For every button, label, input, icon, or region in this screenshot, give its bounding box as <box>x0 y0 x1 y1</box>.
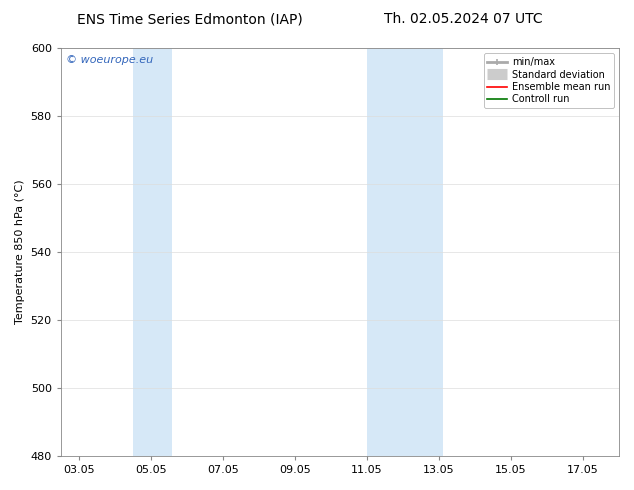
Y-axis label: Temperature 850 hPa (°C): Temperature 850 hPa (°C) <box>15 180 25 324</box>
Text: © woeurope.eu: © woeurope.eu <box>67 54 153 65</box>
Text: Th. 02.05.2024 07 UTC: Th. 02.05.2024 07 UTC <box>384 12 542 26</box>
Legend: min/max, Standard deviation, Ensemble mean run, Controll run: min/max, Standard deviation, Ensemble me… <box>484 53 614 108</box>
Bar <box>133 49 172 456</box>
Bar <box>367 49 443 456</box>
Text: ENS Time Series Edmonton (IAP): ENS Time Series Edmonton (IAP) <box>77 12 303 26</box>
